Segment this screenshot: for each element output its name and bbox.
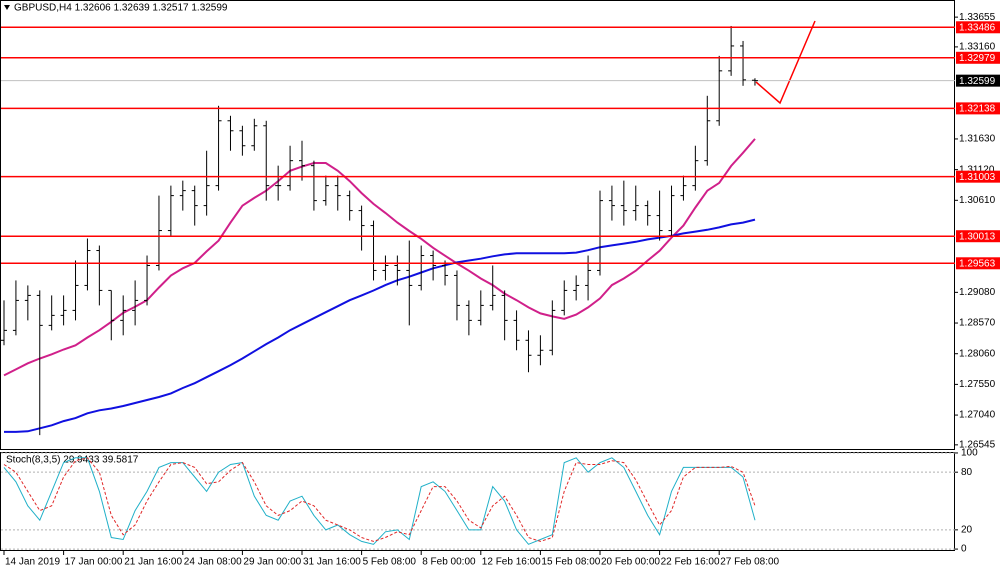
level-label-box [956, 257, 1000, 270]
indicator-line [3, 138, 756, 377]
y-tick-label: 1.27040 [959, 410, 996, 421]
x-tick-label: 21 Jan 16:00 [124, 557, 182, 568]
indicator-title: Stoch(8,3,5) 29.9433 39.5817 [6, 455, 139, 466]
indicator-line [4, 218, 756, 433]
y-tick-label: 1.31630 [959, 134, 996, 145]
level-label-box [956, 21, 1000, 34]
level-label-box [956, 170, 1000, 183]
y-tick-label: 100 [961, 448, 978, 459]
y-tick-label: 0 [961, 544, 967, 555]
y-tick-label: 1.28060 [959, 348, 996, 359]
indicator-line [3, 457, 756, 542]
forecast-drawing [755, 20, 816, 105]
chart-title: GBPUSD,H4 1.32606 1.32639 1.32517 1.3259… [14, 3, 228, 14]
x-tick-label: 15 Feb 08:00 [541, 557, 600, 568]
y-tick-label: 1.31120 [959, 164, 995, 175]
y-tick-label: 80 [961, 467, 973, 478]
x-tick-label: 17 Jan 00:00 [65, 557, 123, 568]
level-label: 1.31003 [959, 172, 996, 183]
x-tick-label: 31 Jan 16:00 [303, 557, 361, 568]
y-tick-label: 1.26545 [959, 439, 996, 450]
level-label: 1.32979 [959, 53, 996, 64]
last-price-label: 1.32599 [959, 76, 996, 87]
level-label-box [956, 230, 1000, 243]
x-tick-label: 20 Feb 00:00 [601, 557, 660, 568]
level-label-box [956, 51, 1000, 64]
level-label: 1.33486 [959, 22, 996, 33]
level-label: 1.29563 [959, 258, 996, 269]
y-tick-label: 1.29080 [959, 287, 996, 298]
indicator-line [3, 457, 756, 545]
x-tick-label: 27 Feb 08:00 [720, 557, 779, 568]
x-tick-label: 24 Jan 08:00 [184, 557, 242, 568]
x-tick-label: 29 Jan 00:00 [243, 557, 301, 568]
level-label: 1.32138 [959, 104, 996, 115]
x-tick-label: 8 Feb 00:00 [422, 557, 476, 568]
level-label: 1.30013 [959, 231, 996, 242]
y-tick-label: 1.27550 [959, 379, 996, 390]
y-tick-label: 1.33655 [959, 12, 996, 23]
main-pane-border [0, 0, 955, 450]
x-tick-label: 14 Jan 2019 [5, 557, 60, 568]
y-tick-label: 20 [961, 524, 973, 535]
y-tick-label: 1.28570 [959, 318, 996, 329]
y-tick-label: 1.30610 [959, 195, 996, 206]
last-price-box [956, 74, 1000, 87]
x-tick-label: 12 Feb 16:00 [482, 557, 541, 568]
collapse-arrow[interactable] [4, 5, 10, 10]
x-tick-label: 5 Feb 08:00 [363, 557, 417, 568]
level-label-box [956, 102, 1000, 115]
y-tick-label: 1.33160 [959, 42, 996, 53]
x-tick-label: 22 Feb 16:00 [661, 557, 720, 568]
